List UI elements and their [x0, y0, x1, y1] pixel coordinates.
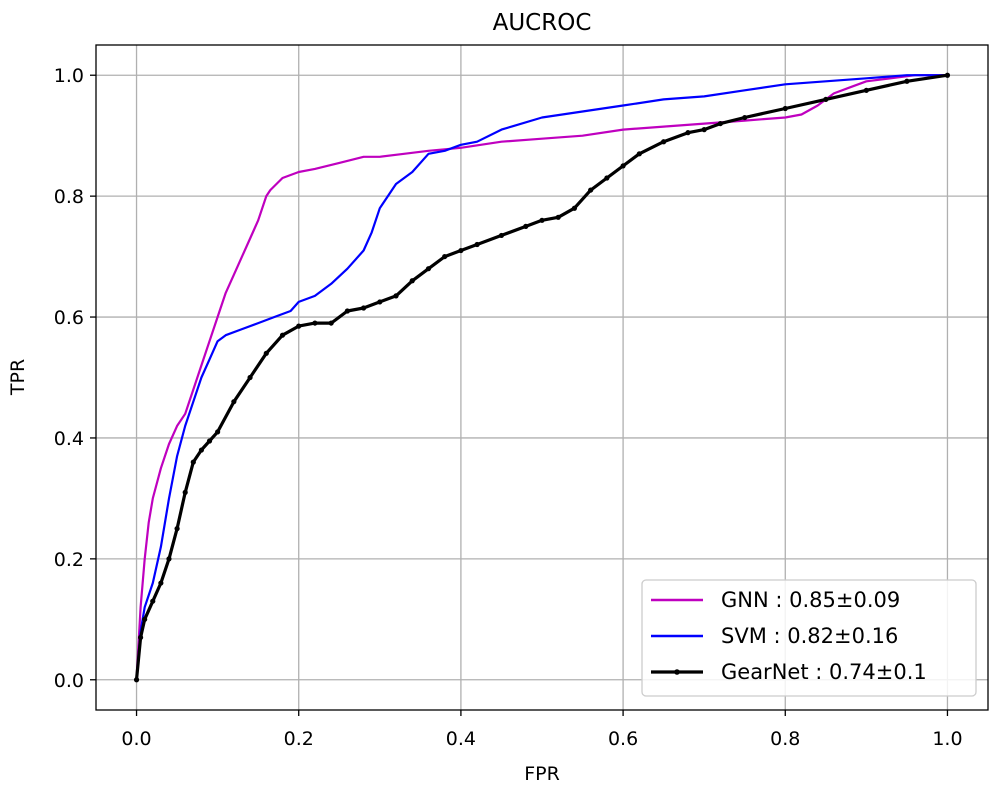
plot-frame [95, 44, 989, 711]
x-tick-label: 0.8 [770, 728, 800, 750]
data-point [904, 78, 910, 84]
data-point [944, 72, 951, 78]
legend-item: SVM : 0.82±0.16 [651, 624, 898, 648]
data-point [150, 598, 156, 604]
x-tick-label: 0.2 [284, 728, 314, 750]
x-axis-title: FPR [524, 763, 560, 785]
data-point [409, 278, 415, 284]
series-1 [135, 74, 948, 680]
data-point [588, 187, 594, 193]
data-point [263, 350, 269, 356]
data-point [498, 232, 505, 239]
data-point [604, 175, 610, 181]
series-0 [135, 74, 948, 680]
data-point [823, 96, 829, 103]
data-point [474, 241, 480, 248]
legend-label: SVM : 0.82±0.16 [721, 624, 898, 648]
y-axis-title: TPR [7, 359, 29, 396]
data-point [174, 526, 180, 532]
legend-item: GNN : 0.85±0.09 [651, 588, 900, 612]
data-point [215, 429, 221, 435]
data-point [361, 305, 367, 311]
plot-series [133, 72, 951, 683]
data-point [133, 677, 140, 683]
data-point [863, 87, 869, 93]
data-point [742, 114, 748, 121]
data-point [158, 580, 164, 586]
data-point [393, 293, 399, 299]
data-point [198, 447, 205, 453]
legend-label: GearNet : 0.74±0.1 [721, 660, 927, 684]
grid [96, 45, 988, 710]
legend: GNN : 0.85±0.09 SVM : 0.82±0.16 GearNet : … [641, 579, 977, 697]
data-point [782, 105, 788, 112]
data-point [206, 438, 213, 444]
series-line [135, 74, 948, 680]
y-tick-label: 0.8 [54, 186, 84, 208]
data-point [182, 489, 188, 495]
legend-box [641, 579, 977, 697]
data-point [555, 214, 561, 220]
data-point [190, 459, 196, 465]
data-point [328, 320, 334, 326]
data-point [458, 247, 464, 254]
data-point [571, 205, 578, 211]
data-point [717, 120, 724, 127]
y-tick-label: 0.0 [54, 670, 84, 692]
y-tick-label: 0.6 [54, 307, 84, 329]
data-point [377, 299, 383, 305]
data-point [523, 223, 529, 229]
data-point [539, 217, 545, 223]
data-point [247, 374, 253, 381]
data-point [231, 399, 237, 405]
x-tick-label: 0.0 [121, 728, 151, 750]
data-point [685, 130, 691, 136]
y-tick-label: 1.0 [54, 65, 84, 87]
x-tick-label: 0.6 [608, 728, 638, 750]
data-point [344, 308, 350, 314]
data-point [166, 556, 172, 562]
y-tick-label: 0.2 [54, 549, 84, 571]
data-point [142, 616, 148, 622]
data-point [661, 139, 667, 145]
data-point [279, 332, 286, 338]
chart-title: AUCROC [493, 10, 592, 36]
x-tick-label: 1.0 [932, 728, 962, 750]
data-point [701, 127, 707, 133]
data-point [442, 253, 448, 260]
axis-ticks: 0.0 0.2 0.4 0.6 0.8 1.0 0.0 0.2 0.4 0.6 0.8 1.0 [54, 65, 963, 750]
data-point [138, 634, 144, 641]
data-point [620, 163, 626, 169]
legend-label: GNN : 0.85±0.09 [721, 588, 900, 612]
data-point [296, 323, 302, 329]
series-line [135, 74, 948, 680]
legend-marker [674, 669, 680, 675]
data-point [636, 151, 642, 157]
x-tick-label: 0.4 [446, 728, 476, 750]
data-point [425, 266, 432, 272]
y-tick-label: 0.4 [54, 428, 84, 450]
data-point [312, 320, 318, 326]
legend-item: GearNet : 0.74±0.1 [651, 660, 927, 684]
series-2 [133, 72, 951, 683]
